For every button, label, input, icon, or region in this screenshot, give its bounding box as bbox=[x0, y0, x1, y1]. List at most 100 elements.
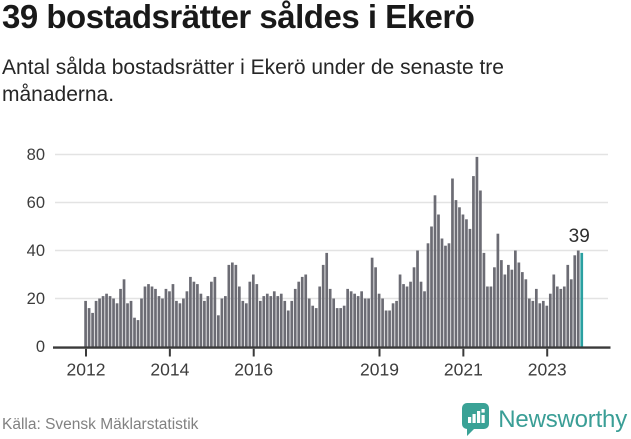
bar bbox=[244, 303, 248, 348]
source-caption: Källa: Svensk Mäklarstatistik bbox=[2, 416, 199, 433]
bar bbox=[363, 298, 367, 348]
bar bbox=[465, 219, 468, 348]
bar bbox=[203, 300, 206, 348]
y-axis-tick-label: 40 bbox=[27, 242, 45, 260]
bar bbox=[269, 296, 273, 348]
bar bbox=[479, 190, 482, 348]
bar bbox=[311, 305, 315, 348]
bar bbox=[210, 281, 213, 348]
bar bbox=[423, 291, 426, 348]
bar bbox=[562, 286, 566, 348]
bar bbox=[314, 308, 318, 348]
bar bbox=[196, 284, 199, 348]
bar bbox=[84, 300, 87, 348]
bar bbox=[189, 276, 192, 348]
bar bbox=[356, 296, 360, 348]
brand-footer: Newsworthy bbox=[462, 403, 627, 436]
bar bbox=[548, 293, 552, 348]
bar bbox=[472, 176, 475, 348]
bar bbox=[349, 291, 353, 348]
bar bbox=[293, 288, 297, 348]
y-axis-tick-label: 20 bbox=[27, 290, 45, 308]
bar bbox=[468, 228, 472, 348]
bar bbox=[454, 200, 458, 348]
bar bbox=[231, 262, 234, 348]
bar bbox=[300, 276, 304, 348]
bar bbox=[321, 264, 325, 348]
bar bbox=[412, 267, 416, 348]
bar bbox=[241, 300, 245, 348]
x-axis-tick-label: 2021 bbox=[444, 360, 483, 380]
bar bbox=[143, 286, 147, 348]
bar bbox=[262, 296, 266, 348]
bar bbox=[367, 298, 370, 348]
bar bbox=[122, 279, 126, 348]
bar bbox=[112, 298, 115, 348]
bar bbox=[426, 243, 430, 348]
bar bbox=[555, 286, 559, 348]
bar bbox=[283, 300, 287, 348]
bar bbox=[489, 286, 493, 348]
bar bbox=[101, 296, 105, 348]
bar bbox=[510, 269, 514, 348]
bar bbox=[500, 260, 503, 348]
x-axis-tick-label: 2023 bbox=[528, 360, 567, 380]
bar bbox=[332, 298, 336, 348]
bar bbox=[206, 296, 210, 348]
bar bbox=[94, 300, 98, 348]
bar bbox=[325, 252, 329, 348]
bar bbox=[126, 303, 129, 348]
bar bbox=[496, 233, 500, 348]
bar bbox=[217, 315, 220, 348]
bar bbox=[507, 264, 510, 348]
bar bbox=[541, 300, 545, 348]
bar bbox=[150, 286, 154, 348]
bar bbox=[237, 286, 241, 348]
bar bbox=[374, 267, 377, 348]
x-axis-tick-label: 2016 bbox=[234, 360, 273, 380]
bar bbox=[164, 288, 168, 348]
bar bbox=[220, 298, 224, 348]
bar bbox=[482, 252, 486, 348]
bar bbox=[461, 214, 465, 348]
bar bbox=[234, 264, 238, 348]
bar bbox=[147, 284, 150, 348]
bar bbox=[136, 320, 140, 348]
bar bbox=[451, 178, 454, 348]
bar bbox=[388, 310, 391, 348]
x-axis-tick-label: 2012 bbox=[67, 360, 106, 380]
bar bbox=[440, 238, 444, 348]
bar bbox=[115, 303, 119, 348]
bar bbox=[129, 300, 133, 348]
bar bbox=[175, 300, 178, 348]
logo-bar-3 bbox=[477, 411, 481, 423]
bar bbox=[538, 303, 542, 348]
bar bbox=[576, 250, 580, 348]
bar bbox=[251, 274, 255, 348]
bar bbox=[140, 298, 143, 348]
bar bbox=[486, 286, 489, 348]
bar bbox=[503, 274, 507, 348]
bar bbox=[199, 293, 203, 348]
bar bbox=[161, 298, 164, 348]
bar bbox=[286, 310, 290, 348]
bar bbox=[475, 156, 479, 348]
x-axis-tick-label: 2014 bbox=[150, 360, 189, 380]
bar bbox=[258, 300, 262, 348]
bar bbox=[370, 257, 374, 348]
bar bbox=[171, 284, 175, 348]
bar bbox=[534, 288, 538, 348]
y-axis-tick-label: 0 bbox=[36, 338, 45, 356]
bar bbox=[108, 296, 112, 348]
bar bbox=[559, 288, 563, 348]
bar bbox=[227, 264, 231, 348]
bar bbox=[353, 293, 356, 348]
bar bbox=[566, 264, 570, 348]
bar bbox=[521, 272, 524, 348]
bar bbox=[178, 303, 182, 348]
chart-subtitle: Antal sålda bostadsrätter i Ekerö under … bbox=[2, 56, 504, 106]
bar bbox=[98, 298, 101, 348]
bar bbox=[119, 288, 122, 348]
bar bbox=[391, 303, 395, 348]
